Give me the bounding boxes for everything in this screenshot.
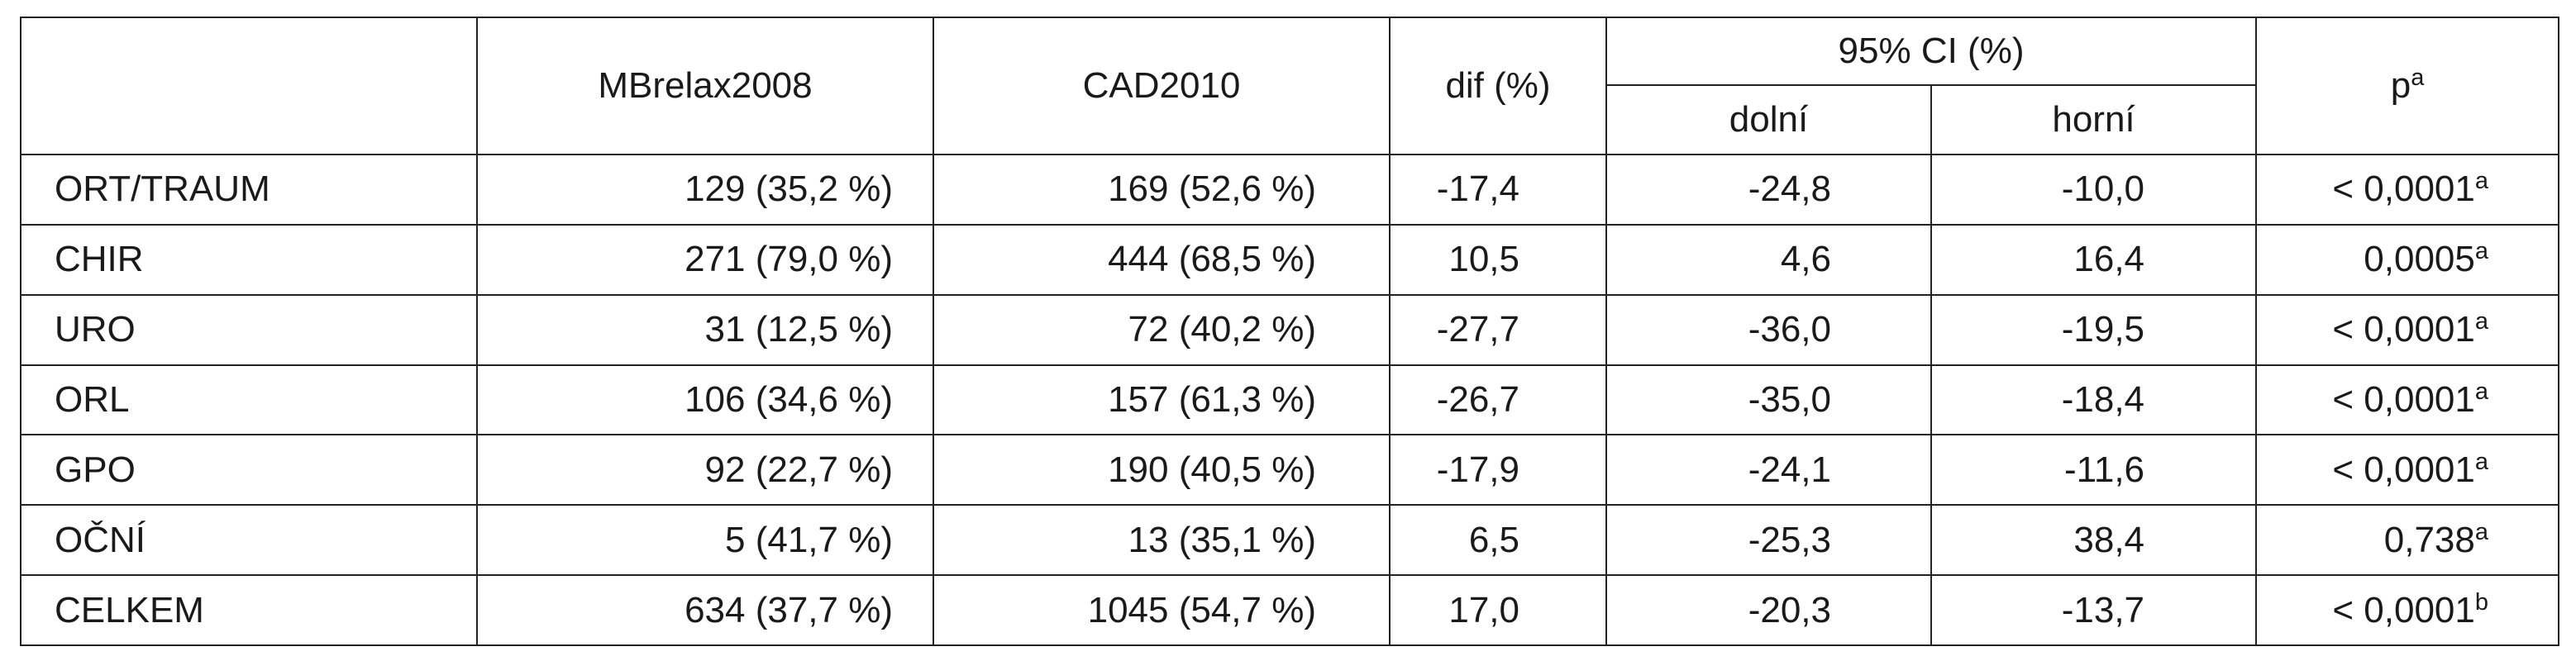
ci-lower-value: -24,1: [1605, 434, 1932, 506]
ci-lower-value: -35,0: [1605, 364, 1932, 436]
table-row: GPO 92 (22,7 %) 190 (40,5 %) -17,9 -24,1…: [20, 434, 2560, 506]
ci-upper-value: -10,0: [1930, 154, 2258, 226]
ci-upper-value: 16,4: [1930, 223, 2258, 296]
header-ci-lower: dolní: [1605, 84, 1932, 155]
table-row: ORT/TRAUM 129 (35,2 %) 169 (52,6 %) -17,…: [20, 154, 2560, 226]
cad-value: 444 (68,5 %): [933, 223, 1391, 296]
p-value-text: < 0,0001: [2332, 309, 2475, 350]
cad-value: 1045 (54,7 %): [933, 574, 1391, 646]
header-p-footnote: a: [2411, 64, 2425, 91]
header-ci-group: 95% CI (%): [1605, 17, 2258, 86]
cad-value: 169 (52,6 %): [933, 154, 1391, 226]
ci-lower-value: -36,0: [1605, 293, 1932, 366]
header-dif: dif (%): [1389, 17, 1607, 155]
table-row: CHIR 271 (79,0 %) 444 (68,5 %) 10,5 4,6 …: [20, 223, 2560, 296]
row-label: GPO: [20, 434, 478, 506]
p-value-text: 0,0005: [2364, 239, 2475, 280]
table-header: MBrelax2008 CAD2010 dif (%) 95% CI (%) p…: [20, 17, 2560, 155]
dif-value: -17,9: [1389, 434, 1607, 506]
p-value: < 0,0001a: [2255, 434, 2560, 506]
cad-value: 13 (35,1 %): [933, 504, 1391, 577]
p-value: < 0,0001b: [2255, 574, 2560, 646]
p-value: 0,0005a: [2255, 223, 2560, 296]
ci-lower-value: -20,3: [1605, 574, 1932, 646]
ci-upper-value: 38,4: [1930, 504, 2258, 577]
header-ci-upper: horní: [1930, 84, 2258, 155]
p-value-text: 0,738: [2383, 519, 2475, 560]
p-value-text: < 0,0001: [2332, 449, 2475, 490]
header-row: MBrelax2008 CAD2010 dif (%) 95% CI (%) p…: [20, 17, 2560, 155]
mbrelax-value: 634 (37,7 %): [476, 574, 934, 646]
cad-value: 72 (40,2 %): [933, 293, 1391, 366]
mbrelax-value: 31 (12,5 %): [476, 293, 934, 366]
comparison-table: MBrelax2008 CAD2010 dif (%) 95% CI (%) p…: [20, 17, 2560, 646]
table-body: ORT/TRAUM 129 (35,2 %) 169 (52,6 %) -17,…: [20, 154, 2560, 646]
row-label: CHIR: [20, 223, 478, 296]
ci-upper-value: -13,7: [1930, 574, 2258, 646]
row-label: CELKEM: [20, 574, 478, 646]
p-footnote: a: [2474, 518, 2489, 545]
dif-value: -17,4: [1389, 154, 1607, 226]
p-footnote: a: [2474, 168, 2489, 195]
header-empty-cell: [20, 17, 478, 155]
dif-value: -26,7: [1389, 364, 1607, 436]
mbrelax-value: 5 (41,7 %): [476, 504, 934, 577]
ci-lower-value: -24,8: [1605, 154, 1932, 226]
mbrelax-value: 129 (35,2 %): [476, 154, 934, 226]
p-value: 0,738a: [2255, 504, 2560, 577]
header-subrow: dolní horní: [21, 84, 2559, 155]
p-value: < 0,0001a: [2255, 293, 2560, 366]
table-container: MBrelax2008 CAD2010 dif (%) 95% CI (%) p…: [20, 17, 2560, 646]
cad-value: 190 (40,5 %): [933, 434, 1391, 506]
table-row: ORL 106 (34,6 %) 157 (61,3 %) -26,7 -35,…: [20, 364, 2560, 436]
p-value-text: < 0,0001: [2332, 378, 2475, 420]
dif-value: 10,5: [1389, 223, 1607, 296]
mbrelax-value: 106 (34,6 %): [476, 364, 934, 436]
p-value-text: < 0,0001: [2332, 169, 2475, 210]
ci-lower-value: 4,6: [1605, 223, 1932, 296]
header-p-label: p: [2390, 65, 2411, 106]
header-cad2010: CAD2010: [933, 17, 1391, 155]
table-row: URO 31 (12,5 %) 72 (40,2 %) -27,7 -36,0 …: [20, 293, 2560, 366]
ci-lower-value: -25,3: [1605, 504, 1932, 577]
row-label: ORL: [20, 364, 478, 436]
header-p: pa: [2255, 17, 2560, 155]
p-value: < 0,0001a: [2255, 364, 2560, 436]
p-footnote: a: [2474, 378, 2489, 405]
dif-value: -27,7: [1389, 293, 1607, 366]
row-label: OČNÍ: [20, 504, 478, 577]
ci-upper-value: -11,6: [1930, 434, 2258, 506]
dif-value: 6,5: [1389, 504, 1607, 577]
ci-upper-value: -18,4: [1930, 364, 2258, 436]
p-value: < 0,0001a: [2255, 154, 2560, 226]
mbrelax-value: 271 (79,0 %): [476, 223, 934, 296]
p-footnote: a: [2474, 308, 2489, 335]
p-footnote: a: [2474, 448, 2489, 475]
cad-value: 157 (61,3 %): [933, 364, 1391, 436]
row-label: ORT/TRAUM: [20, 154, 478, 226]
p-footnote: b: [2474, 588, 2489, 616]
p-value-text: < 0,0001: [2332, 589, 2475, 630]
mbrelax-value: 92 (22,7 %): [476, 434, 934, 506]
table-row: OČNÍ 5 (41,7 %) 13 (35,1 %) 6,5 -25,3 38…: [20, 504, 2560, 577]
header-mbrelax2008: MBrelax2008: [476, 17, 934, 155]
p-footnote: a: [2474, 238, 2489, 265]
table-row: CELKEM 634 (37,7 %) 1045 (54,7 %) 17,0 -…: [20, 574, 2560, 646]
row-label: URO: [20, 293, 478, 366]
dif-value: 17,0: [1389, 574, 1607, 646]
ci-upper-value: -19,5: [1930, 293, 2258, 366]
